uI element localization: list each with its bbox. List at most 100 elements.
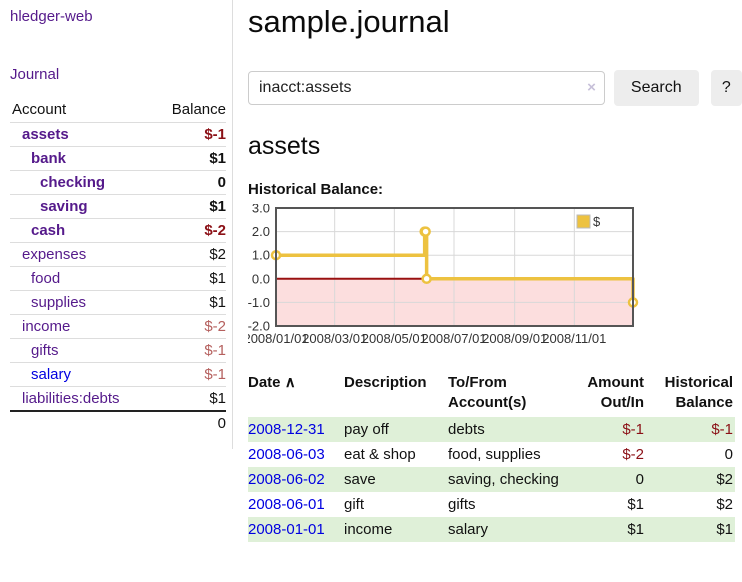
transaction-date-link[interactable]: 2008-06-02 xyxy=(248,471,325,488)
account-link[interactable]: assets xyxy=(22,126,69,143)
transaction-date-cell: 2008-06-03 xyxy=(248,442,344,467)
account-link[interactable]: gifts xyxy=(31,342,59,359)
account-balance: $2 xyxy=(209,246,226,263)
account-tree-table: Account Balance assets $-1 bank $1 check… xyxy=(10,98,226,435)
transaction-date-cell: 2008-06-02 xyxy=(248,467,344,492)
search-box: × xyxy=(248,71,605,105)
account-balance: $1 xyxy=(209,198,226,215)
accounts-column-header: To/From Account(s) xyxy=(448,374,527,411)
account-balance: $-1 xyxy=(204,342,226,359)
transaction-row: 2008-06-03 eat & shop food, supplies $-2… xyxy=(248,442,735,467)
account-link[interactable]: bank xyxy=(31,150,67,167)
account-balance: $1 xyxy=(209,150,226,167)
transaction-date-link[interactable]: 2008-06-01 xyxy=(248,496,325,513)
x-tick-label: 2008/11/01 xyxy=(542,331,606,346)
account-tree-header-row: Account Balance xyxy=(10,98,226,123)
account-link[interactable]: checking xyxy=(40,174,106,191)
account-name-cell: income xyxy=(10,315,153,339)
transaction-balance: $-1 xyxy=(711,421,733,438)
transaction-accounts: saving, checking xyxy=(448,471,559,488)
sidebar-item-journal[interactable]: Journal xyxy=(10,66,60,83)
y-tick-label: 1.0 xyxy=(252,248,270,263)
data-point-marker xyxy=(420,226,431,237)
transaction-description: eat & shop xyxy=(344,446,416,463)
account-row: food $1 xyxy=(10,266,226,291)
transaction-date-cell: 2008-01-01 xyxy=(248,517,344,542)
account-column-header: Account xyxy=(12,101,67,118)
transaction-balance: 0 xyxy=(724,446,733,463)
transaction-date-cell: 2008-06-01 xyxy=(248,492,344,517)
search-input[interactable] xyxy=(248,71,605,105)
search-row: × Search ? xyxy=(248,70,742,106)
legend-swatch xyxy=(576,214,591,229)
account-balance: $-2 xyxy=(204,318,226,335)
account-link[interactable]: income xyxy=(22,318,71,335)
account-row: liabilities:debts $1 xyxy=(10,386,226,412)
clear-search-icon[interactable]: × xyxy=(587,79,596,96)
data-point-marker xyxy=(421,273,432,285)
account-row: salary $-1 xyxy=(10,362,226,387)
account-link[interactable]: salary xyxy=(31,366,72,383)
account-name-cell: salary xyxy=(10,363,153,387)
account-name-cell: bank xyxy=(10,147,153,171)
transaction-row: 2008-12-31 pay off debts $-1 $-1 xyxy=(248,417,735,442)
account-balance: $1 xyxy=(209,270,226,287)
description-column-header: Description xyxy=(344,374,427,391)
account-total-balance: 0 xyxy=(217,415,226,432)
account-row: bank $1 xyxy=(10,146,226,171)
transaction-date-link[interactable]: 2008-12-31 xyxy=(248,421,325,438)
account-row: gifts $-1 xyxy=(10,338,226,363)
search-button[interactable]: Search xyxy=(613,70,699,106)
account-row: supplies $1 xyxy=(10,290,226,315)
y-tick-label: 3.0 xyxy=(252,204,270,216)
transaction-date-link[interactable]: 2008-06-03 xyxy=(248,446,325,463)
transaction-date-cell: 2008-12-31 xyxy=(248,417,344,442)
account-link[interactable]: cash xyxy=(31,222,66,239)
app-brand-link[interactable]: hledger-web xyxy=(10,8,93,25)
x-tick-label: 2008/03/01 xyxy=(302,331,367,346)
account-heading: assets xyxy=(248,132,321,160)
y-tick-label: 2.0 xyxy=(252,224,270,239)
account-link[interactable]: supplies xyxy=(31,294,87,311)
account-balance: $1 xyxy=(209,390,226,407)
account-name-cell: supplies xyxy=(10,291,153,315)
transaction-date-link[interactable]: 2008-01-01 xyxy=(248,521,325,538)
transaction-description: pay off xyxy=(344,421,389,438)
account-row: cash $-2 xyxy=(10,218,226,243)
account-name-cell: gifts xyxy=(10,339,153,363)
chart-title: Historical Balance: xyxy=(248,181,384,198)
account-row: expenses $2 xyxy=(10,242,226,267)
account-link[interactable]: food xyxy=(31,270,61,287)
account-link[interactable]: saving xyxy=(40,198,88,215)
x-tick-label: 2008/07/01 xyxy=(421,331,486,346)
transaction-description: income xyxy=(344,521,393,538)
x-tick-label: 2008/01/01 xyxy=(248,331,309,346)
account-link[interactable]: expenses xyxy=(22,246,87,263)
transaction-accounts: food, supplies xyxy=(448,446,541,463)
account-name-cell: expenses xyxy=(10,243,153,267)
transaction-amount: $-1 xyxy=(622,421,644,438)
transaction-accounts: salary xyxy=(448,521,489,538)
transaction-row: 2008-06-01 gift gifts $1 $2 xyxy=(248,492,735,517)
transaction-balance: $1 xyxy=(716,521,733,538)
account-name-cell: saving xyxy=(10,195,153,219)
account-balance: 0 xyxy=(217,174,226,191)
y-tick-label: -1.0 xyxy=(248,295,270,310)
x-tick-label: 2008/05/01 xyxy=(362,331,427,346)
transaction-amount: $-2 xyxy=(622,446,644,463)
register-header-row: Date ∧ Description To/From Account(s) Am… xyxy=(248,371,735,417)
help-button[interactable]: ? xyxy=(710,70,742,106)
sidebar: hledger-web Journal Account Balance asse… xyxy=(0,0,233,449)
transaction-balance: $2 xyxy=(716,496,733,513)
balance-column-header-register: Historical Balance xyxy=(664,374,733,411)
account-total-spacer xyxy=(10,411,153,435)
date-column-header[interactable]: Date ∧ xyxy=(248,371,344,417)
account-link[interactable]: liabilities:debts xyxy=(22,390,120,407)
account-total-row: 0 xyxy=(10,411,226,435)
account-name-cell: checking xyxy=(10,171,153,195)
register-table: Date ∧ Description To/From Account(s) Am… xyxy=(248,371,735,542)
plot-border xyxy=(275,207,634,327)
transaction-amount: $1 xyxy=(627,521,644,538)
account-row: income $-2 xyxy=(10,314,226,339)
balance-column-header: Balance xyxy=(171,101,226,118)
